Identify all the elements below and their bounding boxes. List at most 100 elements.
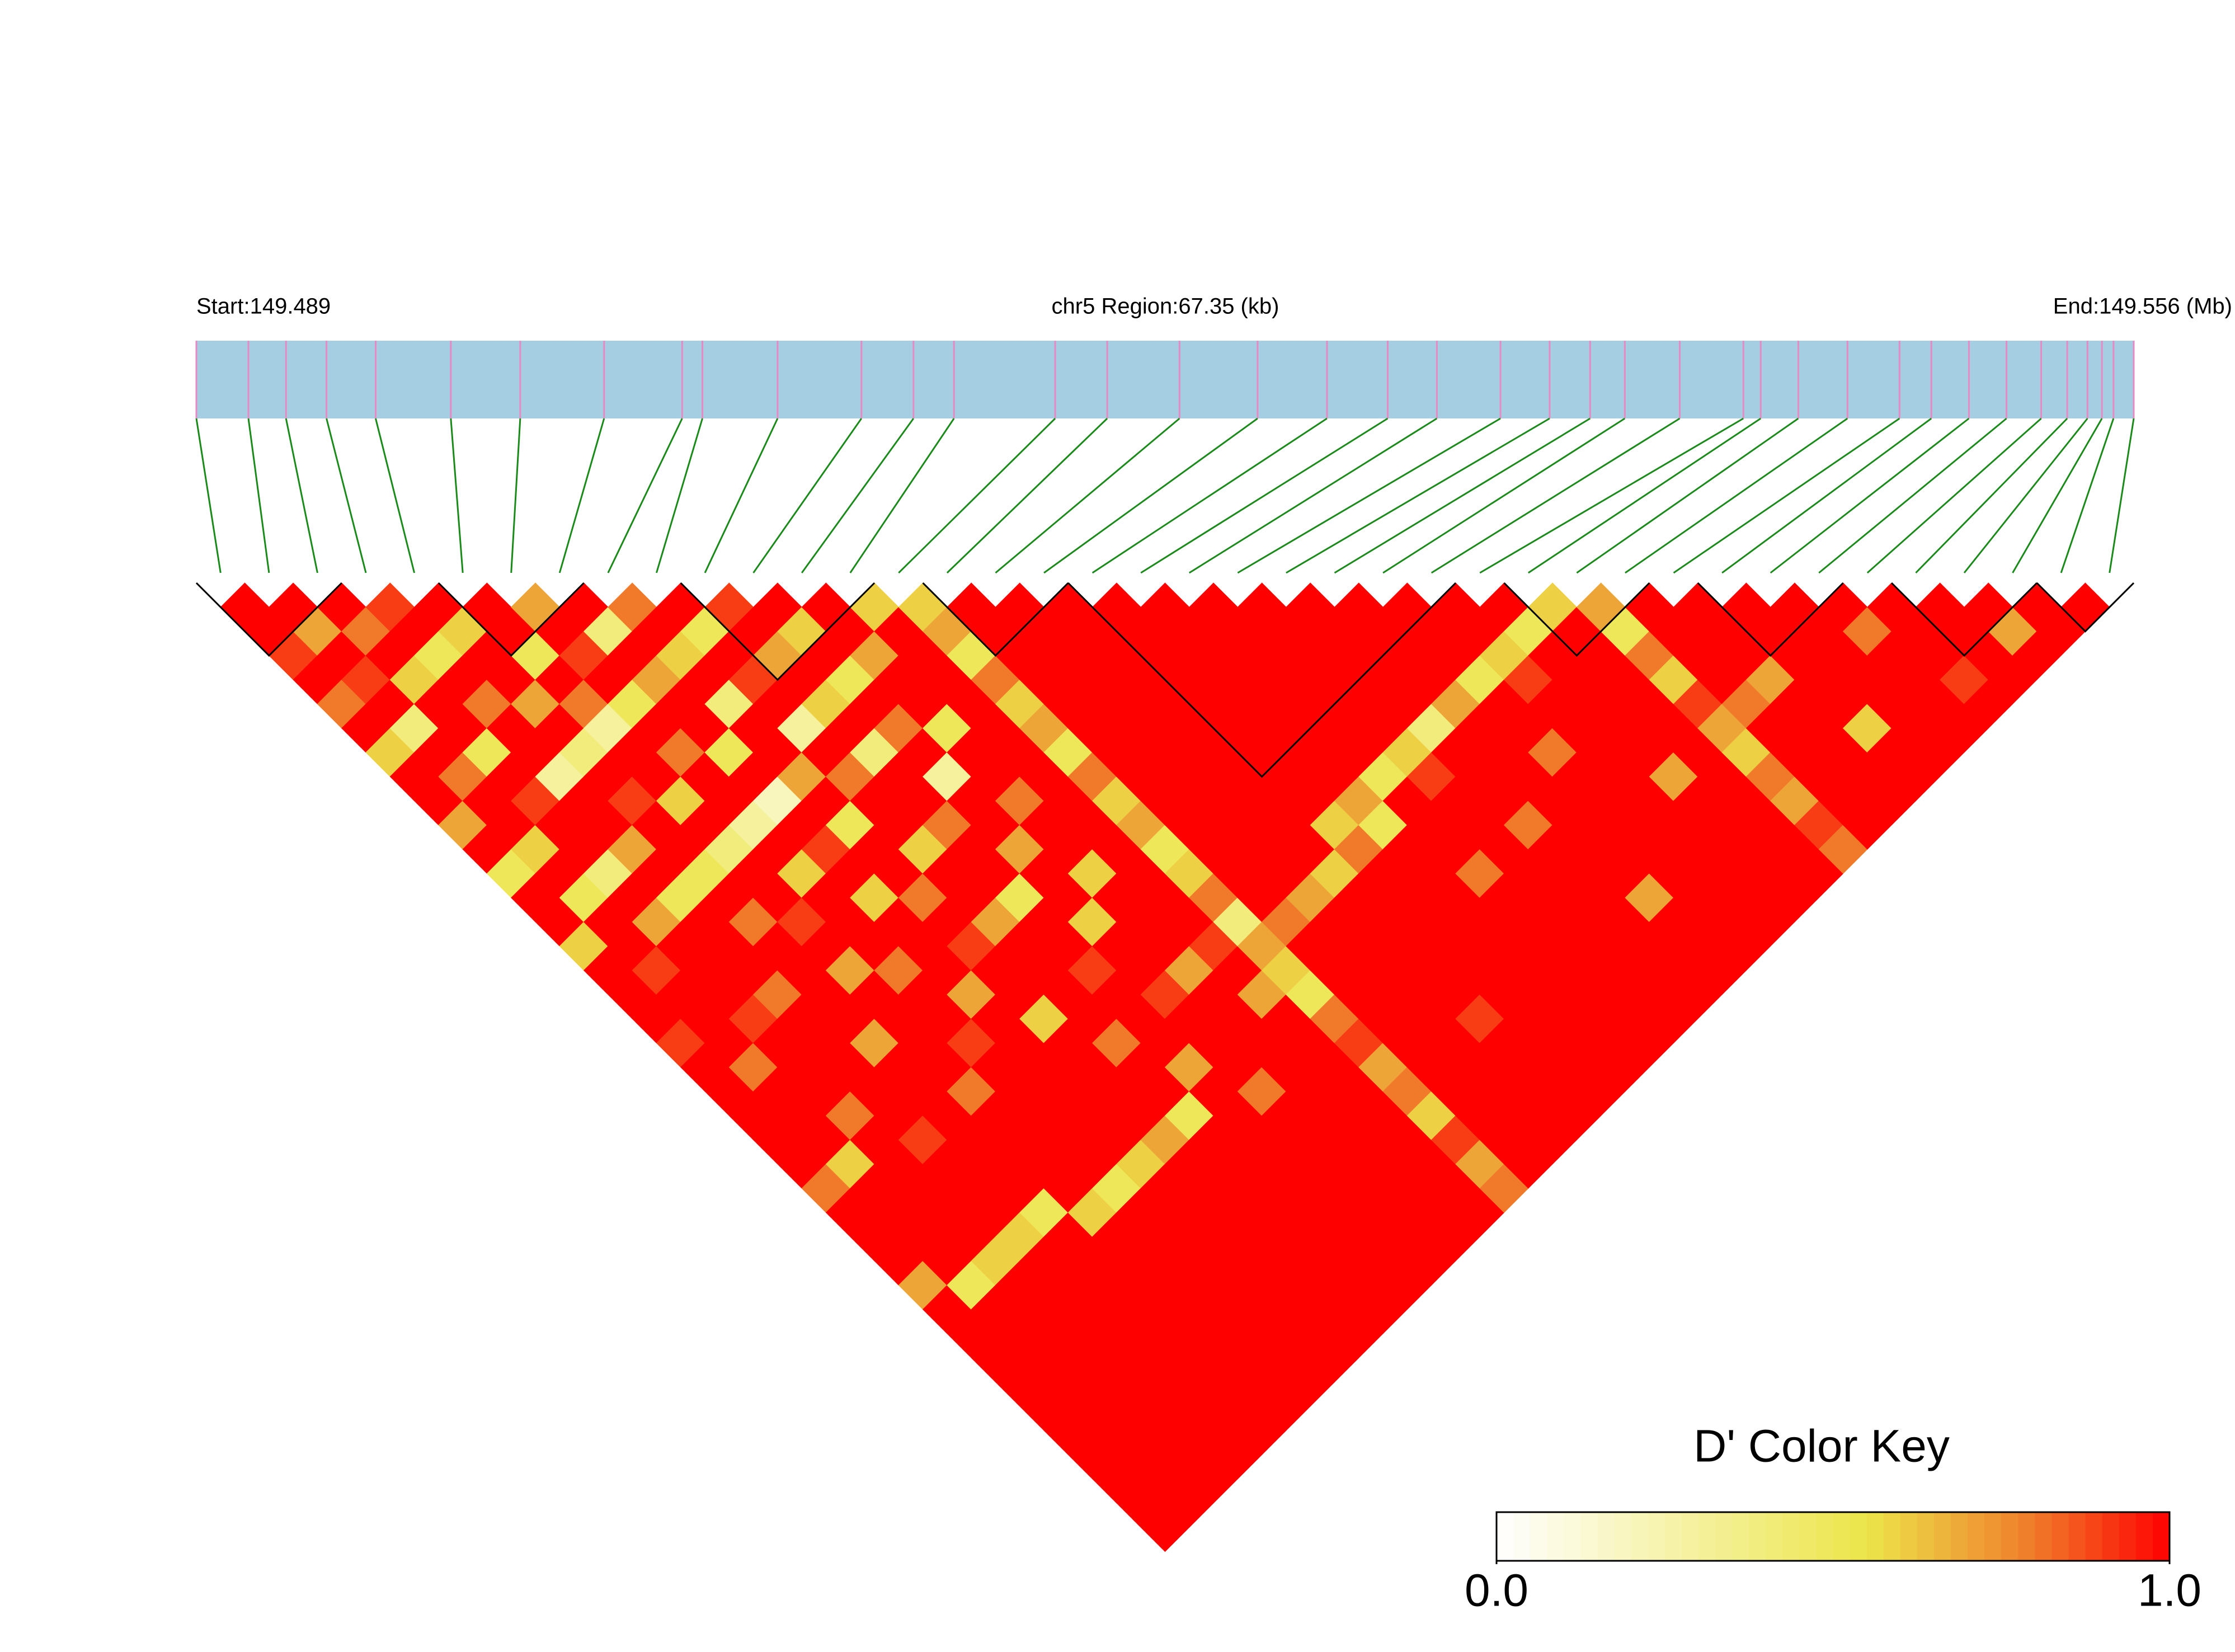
ld-cell <box>1503 1091 1553 1141</box>
ld-cell <box>801 921 851 971</box>
snp-connector <box>450 418 464 573</box>
ld-cell <box>1262 849 1311 898</box>
end-label: End:149.556 (Mb) <box>2053 294 2232 319</box>
key-swatch <box>1513 1512 1531 1561</box>
ld-cell <box>1503 703 1553 753</box>
ld-cell <box>559 921 609 971</box>
snp-connector <box>1625 417 1848 574</box>
ld-cell <box>923 1284 972 1334</box>
ld-block <box>1067 582 1457 778</box>
ld-cell <box>801 728 851 777</box>
ld-cell <box>801 1067 851 1116</box>
ld-cell <box>1382 679 1432 729</box>
ld-cell <box>923 849 972 898</box>
ld-cell <box>1503 752 1553 802</box>
ld-cell <box>341 655 390 705</box>
ld-cell <box>947 873 996 923</box>
key-title: D' Color Key <box>1693 1421 1950 1472</box>
ld-cell <box>850 582 899 632</box>
snp-connector <box>1140 417 1389 574</box>
ld-cell <box>462 679 512 729</box>
key-swatch <box>2068 1512 2086 1561</box>
ld-cell <box>1140 582 1190 632</box>
key-swatch <box>1614 1512 1632 1561</box>
snp-connector <box>898 417 1056 574</box>
ld-cell <box>1043 921 1093 971</box>
snp-connector <box>1963 418 2088 573</box>
ld-cell <box>680 800 730 850</box>
ld-cell <box>1745 752 1795 802</box>
ld-cell <box>947 679 996 729</box>
ld-cell <box>269 582 318 632</box>
ld-cell <box>923 897 972 947</box>
ld-cell <box>1092 1164 1141 1213</box>
ld-cell <box>1625 825 1674 874</box>
ld-cell <box>1382 873 1432 923</box>
ld-cell <box>1043 825 1093 874</box>
ld-cell <box>995 1164 1044 1213</box>
ld-cell <box>1067 655 1117 705</box>
ld-cell <box>584 800 633 850</box>
ld-cell <box>680 752 730 802</box>
ld-cell <box>704 1067 754 1116</box>
ld-cell <box>1964 582 2013 632</box>
ld-cell <box>1625 873 1674 923</box>
chart-title: chr5 Region:67.35 (kb) <box>1052 294 1279 319</box>
key-tick-label: 0.0 <box>1465 1565 1528 1616</box>
ld-cell <box>680 703 730 753</box>
ld-cell <box>438 752 488 802</box>
key-swatch <box>1799 1512 1817 1561</box>
ld-cell <box>947 970 996 1019</box>
snp-connector <box>607 418 683 573</box>
ld-cell <box>1382 1164 1432 1213</box>
ld-cell <box>1988 606 2038 656</box>
ld-cell <box>1019 1284 1069 1334</box>
ld-cell <box>365 582 415 632</box>
ld-cell <box>801 1018 851 1068</box>
key-swatch <box>1681 1512 1699 1561</box>
ld-cell <box>923 800 972 850</box>
ld-cell <box>1358 1284 1408 1334</box>
ld-cell <box>1092 1406 1141 1455</box>
key-swatch <box>2085 1512 2103 1561</box>
key-swatch <box>1580 1512 1598 1561</box>
ld-cell <box>1867 630 1917 680</box>
ld-cell <box>486 606 536 656</box>
ld-cell <box>584 752 633 802</box>
ld-cell <box>1140 728 1190 777</box>
ld-cell <box>923 752 972 802</box>
ld-cell <box>1067 849 1117 898</box>
ld-cell <box>704 873 754 923</box>
snp-connector <box>1334 417 1591 574</box>
ld-cell <box>1067 897 1117 947</box>
snp-connector <box>1527 417 1762 574</box>
ld-block <box>680 582 876 681</box>
ld-cell <box>1382 921 1432 971</box>
ld-cell <box>1237 582 1287 632</box>
ld-cell <box>947 582 996 632</box>
key-swatch <box>2135 1512 2153 1561</box>
snp-connector <box>1721 417 1932 574</box>
snp-connector <box>801 418 915 573</box>
ld-cell <box>1262 1091 1311 1141</box>
key-swatch <box>1547 1512 1565 1561</box>
ld-cell <box>898 1164 948 1213</box>
ld-cell <box>584 606 633 656</box>
key-swatch <box>1497 1512 1514 1561</box>
ld-cell <box>1140 630 1190 680</box>
ld-cell <box>559 679 609 729</box>
ld-cell <box>365 728 415 777</box>
snp-connector <box>656 418 703 573</box>
ld-cell <box>438 606 488 656</box>
ld-cell <box>947 1018 996 1068</box>
ld-cell <box>1140 873 1190 923</box>
snp-connector <box>558 418 605 573</box>
snp-connector <box>1431 417 1681 574</box>
ld-cell <box>341 606 390 656</box>
ld-cell <box>680 945 730 995</box>
ld-cell <box>1382 582 1432 632</box>
ld-block <box>1697 582 1844 657</box>
ld-cell <box>1043 679 1093 729</box>
snp-connector <box>285 418 318 573</box>
ld-cell <box>947 825 996 874</box>
